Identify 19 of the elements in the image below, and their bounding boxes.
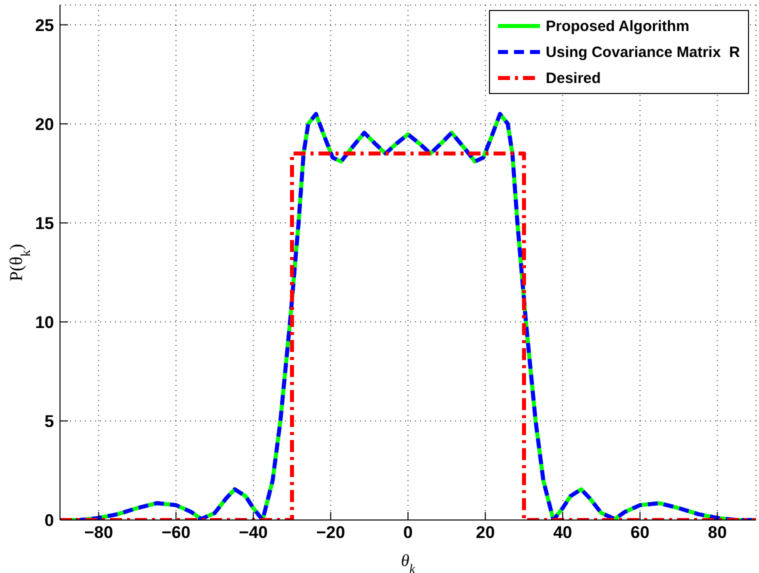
legend-label: Desired	[546, 70, 601, 86]
x-axis-title: θ$_{k}$	[400, 551, 416, 573]
x-tick-label: 60	[630, 523, 650, 542]
legend-label: Using Covariance Matrix R	[546, 44, 740, 60]
y-tick-label: 15	[35, 214, 54, 233]
x-tick-label: 0	[403, 523, 413, 542]
y-tick-label: 0	[44, 511, 54, 530]
y-tick-label: 20	[35, 114, 54, 134]
x-tick-label: 80	[708, 523, 727, 542]
x-tick-label: −80	[84, 523, 114, 542]
y-tick-label: 10	[35, 312, 54, 332]
x-tick-label: −60	[162, 523, 190, 542]
x-tick-label: 40	[553, 523, 572, 542]
legend-label: Proposed Algorithm	[546, 18, 690, 34]
x-tick-label: −40	[238, 523, 268, 542]
y-tick-label: 5	[44, 412, 54, 431]
y-tick-label: 25	[35, 16, 54, 35]
x-tick-label: 20	[476, 523, 495, 542]
x-tick-label: −20	[316, 523, 346, 542]
